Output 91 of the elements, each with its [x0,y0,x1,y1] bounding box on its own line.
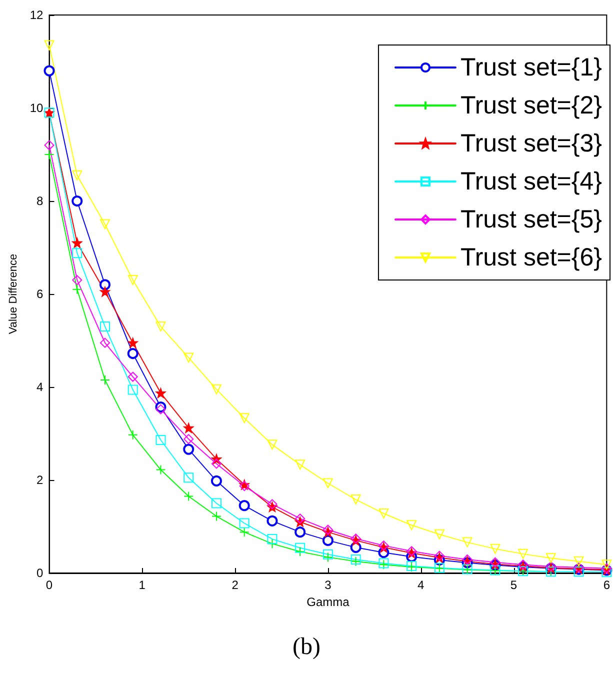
point [295,542,306,553]
x-tick-label: 2 [232,578,239,592]
point [378,508,389,518]
point [128,275,138,286]
x-tick-label: 1 [138,578,146,592]
point [100,322,110,332]
point [238,500,250,512]
legend-label: Trust set={2} [460,92,602,120]
point [267,534,278,544]
legend-label: Trust set={1} [460,54,602,82]
point [184,422,194,433]
point [602,567,612,578]
point [100,279,110,290]
point [211,384,222,394]
point [44,140,54,150]
point [239,527,250,538]
point [184,352,194,363]
point [44,150,54,160]
point [211,458,222,469]
point [267,440,278,450]
point [100,219,110,230]
point [128,372,138,382]
point [72,170,82,180]
point [72,238,82,248]
point [184,472,194,483]
point [434,529,444,540]
point [156,388,166,398]
point [156,464,166,475]
legend-label: Trust set={3} [460,130,602,158]
point [239,413,250,424]
point [574,556,584,566]
x-tick-label: 0 [46,578,53,592]
x-tick-label: 5 [510,578,518,592]
point [546,553,556,564]
point [462,537,472,548]
point [184,491,194,502]
point [100,286,110,297]
point [156,435,166,446]
point [490,544,500,554]
point [44,40,54,50]
y-tick-label: 6 [36,287,44,301]
x-tick-label: 4 [418,578,425,592]
point [156,322,166,332]
point [100,375,110,386]
point [100,338,110,348]
x-tick-label: 6 [603,578,610,592]
y-axis-title: Value Difference [8,254,20,334]
point [295,460,306,470]
point [239,518,250,528]
y-tick-label: 4 [36,380,44,394]
point [295,514,306,524]
point [294,526,306,538]
point [518,548,528,559]
point [602,560,612,570]
y-tick-label: 8 [36,194,44,208]
point [350,494,361,505]
point [127,348,138,360]
point [267,499,278,510]
legend-label: Trust set={5} [460,206,602,234]
point [322,549,333,560]
point [72,196,83,206]
text: (b) [292,634,322,661]
y-tick-label: 0 [36,566,44,580]
x-tick-label: 3 [324,578,332,592]
point [266,515,278,526]
point [322,534,334,546]
point [574,566,584,577]
point [183,444,194,455]
point [322,478,333,488]
point [72,284,82,294]
point [184,434,194,444]
legend-label: Trust set={6} [460,244,602,272]
legend-label: Trust set={4} [460,168,602,196]
point [295,546,306,557]
point [72,248,82,258]
point [44,65,55,76]
y-tick-label: 12 [30,8,44,22]
point [72,275,82,286]
point [211,498,222,508]
point [322,552,333,562]
y-tick-label: 10 [30,101,44,115]
x-axis-title: Gamma [306,594,350,609]
point [128,384,138,395]
point [210,475,222,486]
point [128,338,138,348]
point [406,520,417,530]
point [211,511,222,522]
point [156,404,166,414]
y-tick-label: 2 [36,473,44,487]
point [322,524,333,535]
point [128,430,138,440]
